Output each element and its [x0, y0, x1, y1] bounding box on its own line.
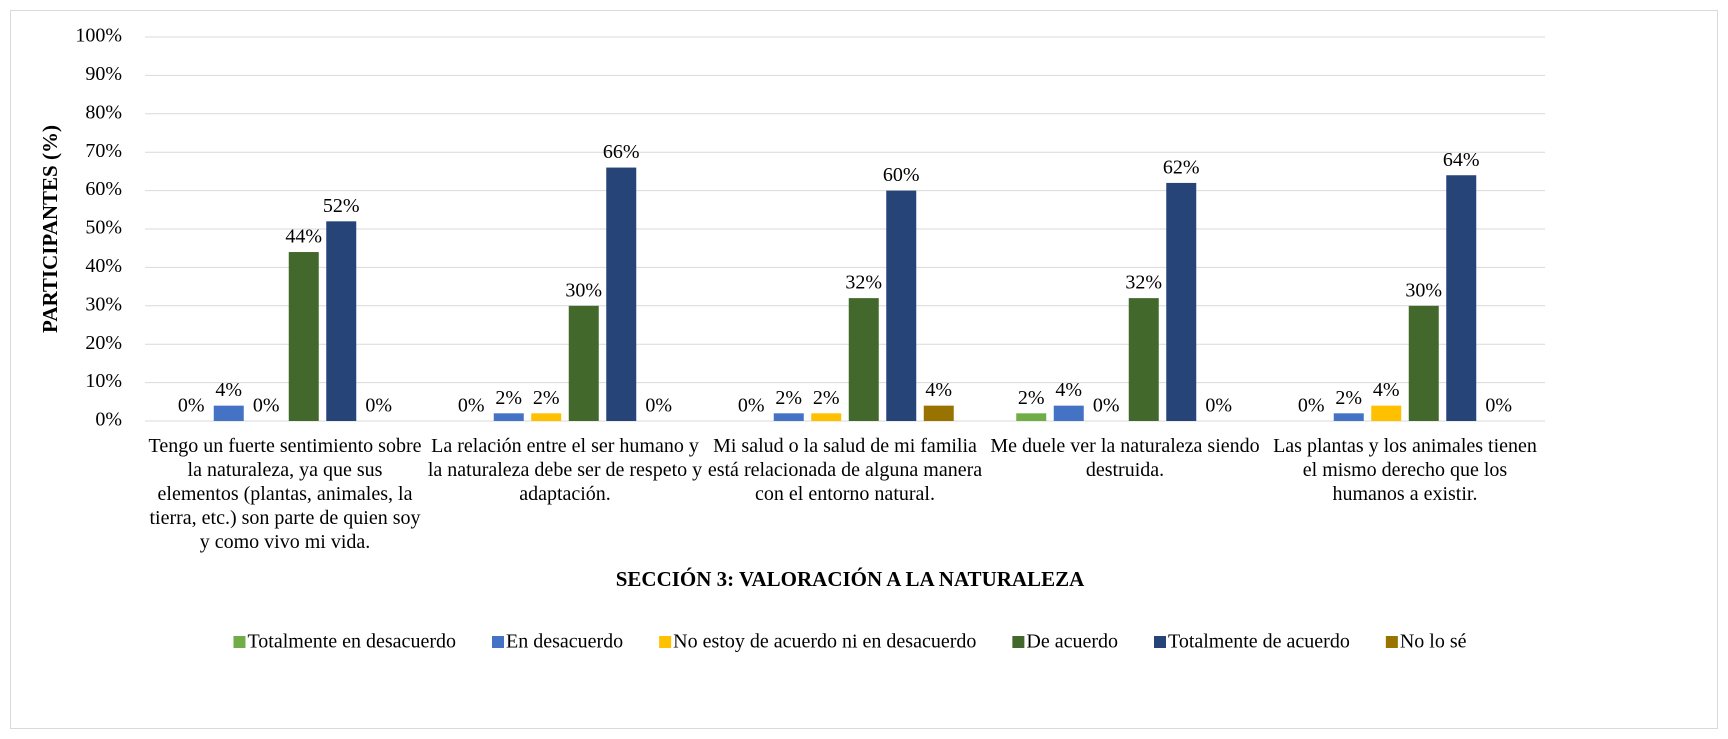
y-tick-label: 40%	[85, 255, 122, 277]
bar	[493, 413, 524, 421]
bar	[1166, 182, 1197, 421]
x-tick-label: Me duele ver la naturaleza siendo destru…	[990, 435, 1260, 481]
data-label: 0%	[458, 395, 485, 417]
bar	[288, 252, 319, 421]
legend-swatch	[1385, 636, 1398, 648]
data-label: 2%	[495, 387, 522, 409]
data-label: 0%	[253, 395, 280, 417]
bar	[1408, 305, 1439, 421]
data-label: 0%	[178, 395, 205, 417]
y-axis-title: PARTICIPANTES (%)	[38, 125, 62, 333]
data-label: 0%	[1298, 395, 1325, 417]
data-label: 66%	[603, 141, 640, 163]
y-tick-label: 50%	[85, 217, 122, 239]
data-label: 30%	[1405, 279, 1442, 301]
x-tick-label: Las plantas y los animales tienen el mis…	[1273, 435, 1537, 505]
bar	[848, 298, 879, 421]
legend-label: En desacuerdo	[506, 631, 623, 653]
chart-border	[10, 10, 1718, 729]
data-label: 30%	[565, 279, 602, 301]
bar	[1371, 405, 1402, 421]
y-tick-label: 10%	[85, 370, 122, 392]
bar	[568, 305, 599, 421]
bar	[811, 413, 842, 421]
x-tick-label: Tengo un fuerte sentimiento sobre la nat…	[148, 435, 422, 553]
x-tick-label: Mi salud o la salud de mi familia está r…	[707, 435, 983, 505]
bar	[773, 413, 804, 421]
y-tick-label: 90%	[85, 63, 122, 85]
y-tick-label: 60%	[85, 178, 122, 200]
bar	[1128, 298, 1159, 421]
data-label: 0%	[738, 395, 765, 417]
data-label: 2%	[1018, 387, 1045, 409]
data-label: 0%	[1093, 395, 1120, 417]
data-label: 64%	[1443, 149, 1480, 171]
data-label: 0%	[645, 395, 672, 417]
bar	[1333, 413, 1364, 421]
bar	[923, 405, 954, 421]
data-label: 0%	[1485, 395, 1512, 417]
x-axis-title: SECCIÓN 3: VALORACIÓN A LA NATURALEZA	[616, 567, 1085, 591]
bar	[886, 190, 917, 421]
data-label: 52%	[323, 195, 360, 217]
data-label: 0%	[365, 395, 392, 417]
bar	[326, 221, 357, 421]
data-label: 2%	[533, 387, 560, 409]
y-tick-label: 70%	[85, 140, 122, 162]
bar	[213, 405, 244, 421]
bar	[1053, 405, 1084, 421]
legend-swatch	[1012, 636, 1025, 648]
legend-swatch	[659, 636, 672, 648]
y-tick-label: 20%	[85, 332, 122, 354]
legend-label: No lo sé	[1400, 631, 1467, 653]
legend-label: De acuerdo	[1026, 631, 1118, 653]
data-label: 4%	[925, 379, 952, 401]
legend-label: No estoy de acuerdo ni en desacuerdo	[673, 631, 976, 653]
bar	[531, 413, 562, 421]
y-tick-label: 80%	[85, 101, 122, 123]
data-label: 32%	[1125, 272, 1162, 294]
bar	[1446, 175, 1477, 421]
legend-swatch	[233, 636, 246, 648]
bar	[1016, 413, 1047, 421]
legend-label: Totalmente en desacuerdo	[247, 631, 456, 653]
data-label: 4%	[1373, 379, 1400, 401]
bar	[606, 167, 637, 421]
data-label: 4%	[1055, 379, 1082, 401]
data-label: 44%	[285, 226, 322, 248]
data-label: 2%	[775, 387, 802, 409]
y-tick-label: 30%	[85, 293, 122, 315]
data-label: 2%	[813, 387, 840, 409]
data-label: 32%	[845, 272, 882, 294]
legend-swatch	[1154, 636, 1166, 648]
y-tick-label: 100%	[75, 25, 122, 47]
x-tick-label: La relación entre el ser humano y la nat…	[427, 435, 703, 505]
data-label: 0%	[1205, 395, 1232, 417]
legend-label: Totalmente de acuerdo	[1168, 631, 1350, 653]
data-label: 4%	[215, 379, 242, 401]
data-label: 62%	[1163, 157, 1200, 179]
data-label: 2%	[1335, 387, 1362, 409]
y-tick-label: 0%	[95, 409, 122, 431]
legend-swatch	[491, 636, 504, 648]
data-label: 60%	[883, 164, 920, 186]
